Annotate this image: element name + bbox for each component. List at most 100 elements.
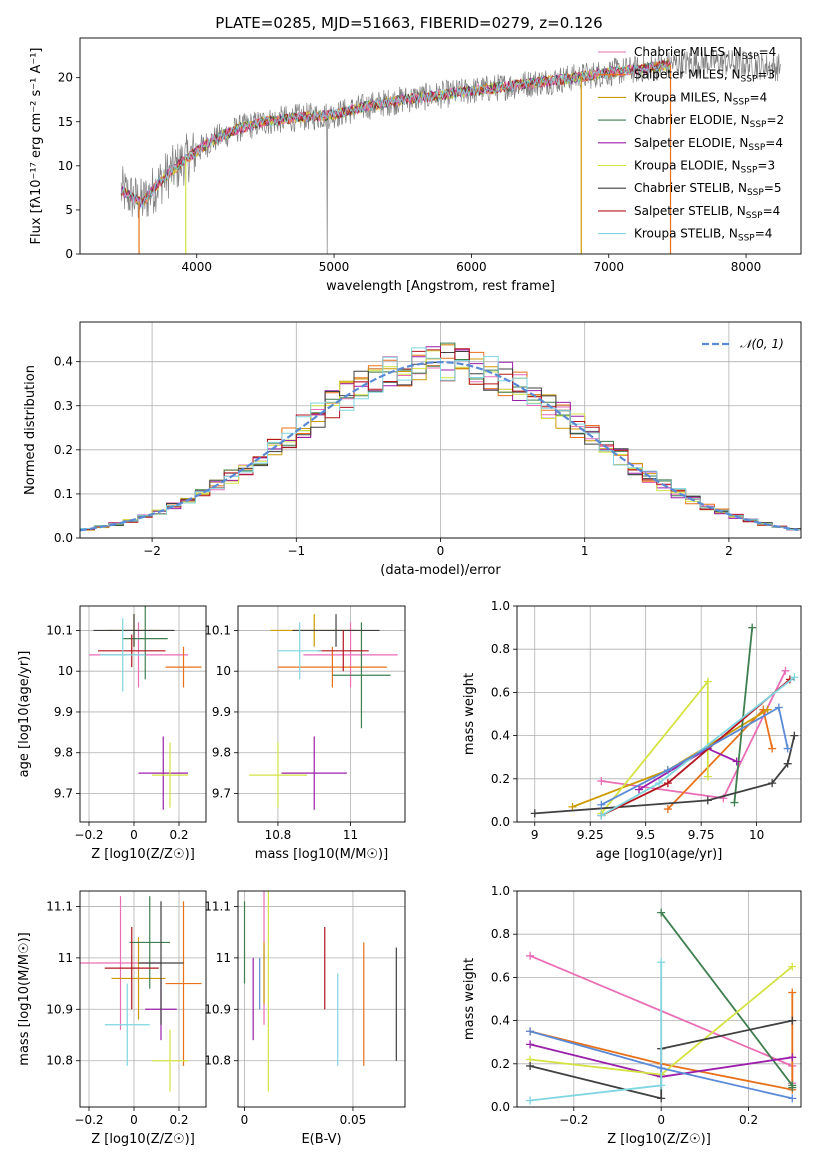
series-line [733,627,754,803]
data-point [730,798,739,807]
data-point [768,744,777,753]
plot-area [89,606,202,810]
x-tick-label: 6000 [456,260,487,274]
series-line [600,706,789,806]
data-point [526,951,535,960]
y-tick-label: 9.9 [212,705,231,719]
x-tick-label: 1 [581,544,589,558]
plot-area [530,623,799,820]
plot-area [243,891,397,1092]
x-axis-label: E(B-V) [301,1132,341,1147]
y-tick-label: 11.1 [46,899,73,913]
panel-5: 9 9.25 9.5 9.75 10 0.0 0.2 0.4 0.6 0.8 1.0 age [log… [462,599,802,862]
y-tick-label: 10.1 [46,623,73,637]
y-tick-label: 1.0 [491,884,510,898]
legend-entry: Salpeter STELIB, NSSP=4 [634,204,780,221]
x-axis-label: Z [log10(Z/Z☉)] [91,847,195,862]
series-line [638,747,738,791]
y-tick-label: 0.8 [491,927,510,941]
x-tick-label: 7000 [593,260,624,274]
data-point [748,623,757,632]
legend-entry: Salpeter MILES, NSSP=3 [634,68,775,85]
histogram-8 [80,347,801,531]
panel-8: −0.2 0 0.2 0.0 0.2 0.4 0.6 0.8 1.0 Z [log10(Z/Z☉)… [462,884,802,1147]
y-axis-label: Flux [fλ10⁻¹⁷ erg cm⁻² s⁻¹ A⁻¹] [29,48,44,245]
legend-entry: Chabrier STELIB, NSSP=5 [634,181,782,198]
panel-6: −0.2 0 0.2 10.8 10.9 11 11.1 Z [log10(Z/Z☉)] mas… [17,890,207,1147]
x-tick-label: 9.75 [688,828,715,842]
axes-frame [516,890,802,1108]
legend-entry: Chabrier ELODIE, NSSP=2 [634,113,784,130]
x-tick-label: 9 [531,828,539,842]
plot-area [80,896,202,1092]
data-point [790,731,799,740]
data-point [526,1027,535,1036]
x-tick-label: 0.2 [169,828,188,842]
data-point [597,800,606,809]
x-axis-label: Z [log10(Z/Z☉)] [91,1132,195,1147]
data-point [788,1094,797,1103]
x-axis-label: age [log10(age/yr)] [596,847,723,862]
y-tick-label: 0.6 [491,685,510,699]
x-tick-label: 0 [130,828,138,842]
legend-entry: Kroupa MILES, NSSP=4 [634,90,767,107]
axes-frame [237,605,406,823]
y-tick-label: 10 [58,664,73,678]
y-tick-label: 0.0 [491,815,510,829]
x-tick-label: 0 [130,1113,138,1127]
y-tick-label: 11 [216,951,231,965]
y-tick-label: 10.8 [46,1054,73,1068]
y-tick-label: 0.4 [54,355,73,369]
y-tick-label: 5 [65,203,73,217]
plot-area [80,342,801,532]
x-tick-label: 0.2 [169,1113,188,1127]
y-tick-label: 1.0 [491,599,510,613]
data-point [774,703,783,712]
axes-frame [79,605,207,823]
data-point [663,779,672,788]
data-point [788,1016,797,1025]
panel-3: −0.2 0 0.2 9.7 9.8 9.9 10 10.1 Z [log10(Z/Z☉)] ag… [17,605,207,862]
data-point [657,958,666,967]
y-axis-label: mass [log10(M/M☉)] [17,932,32,1065]
axes-frame [79,37,802,255]
x-tick-label: 0 [241,1113,249,1127]
y-tick-label: 10.9 [46,1002,73,1016]
y-tick-label: 10 [58,159,73,173]
x-axis-label: wavelength [Angstrom, rest frame] [326,279,555,294]
axes-frame [79,890,207,1108]
y-tick-label: 0.6 [491,970,510,984]
normal-curve [80,360,799,532]
x-tick-label: 8000 [731,260,762,274]
y-tick-label: 9.9 [54,705,73,719]
x-axis-label: Z [log10(Z/Z☉)] [607,1132,711,1147]
x-tick-label: −0.2 [74,828,103,842]
y-tick-label: 0.1 [54,487,73,501]
series-line [660,912,794,1088]
y-tick-label: 15 [58,115,73,129]
data-point [568,802,577,811]
y-axis-label: Normed distribution [23,365,38,495]
y-tick-label: 0.2 [54,443,73,457]
y-tick-label: 10 [216,664,231,678]
data-point [703,772,712,781]
data-point [763,705,772,714]
data-point [657,1094,666,1103]
data-point [788,962,797,971]
x-axis-label: mass [log10(M/M☉)] [255,847,388,862]
y-tick-label: 9.7 [212,786,231,800]
data-point [597,811,606,820]
x-tick-label: −2 [143,544,161,558]
panel-7: 0 0.05 10.8 10.9 11 11.1 E(B-V) [204,890,406,1147]
legend-entry: Salpeter ELODIE, NSSP=4 [634,136,783,153]
y-tick-label: 0.2 [491,772,510,786]
axes-frame [516,605,802,823]
y-tick-label: 0.4 [491,729,510,743]
data-point [526,1096,535,1105]
data-point [526,1061,535,1070]
y-tick-label: 11.1 [204,899,231,913]
data-point [635,785,644,794]
y-tick-label: 0.2 [491,1057,510,1071]
data-point [530,809,539,818]
